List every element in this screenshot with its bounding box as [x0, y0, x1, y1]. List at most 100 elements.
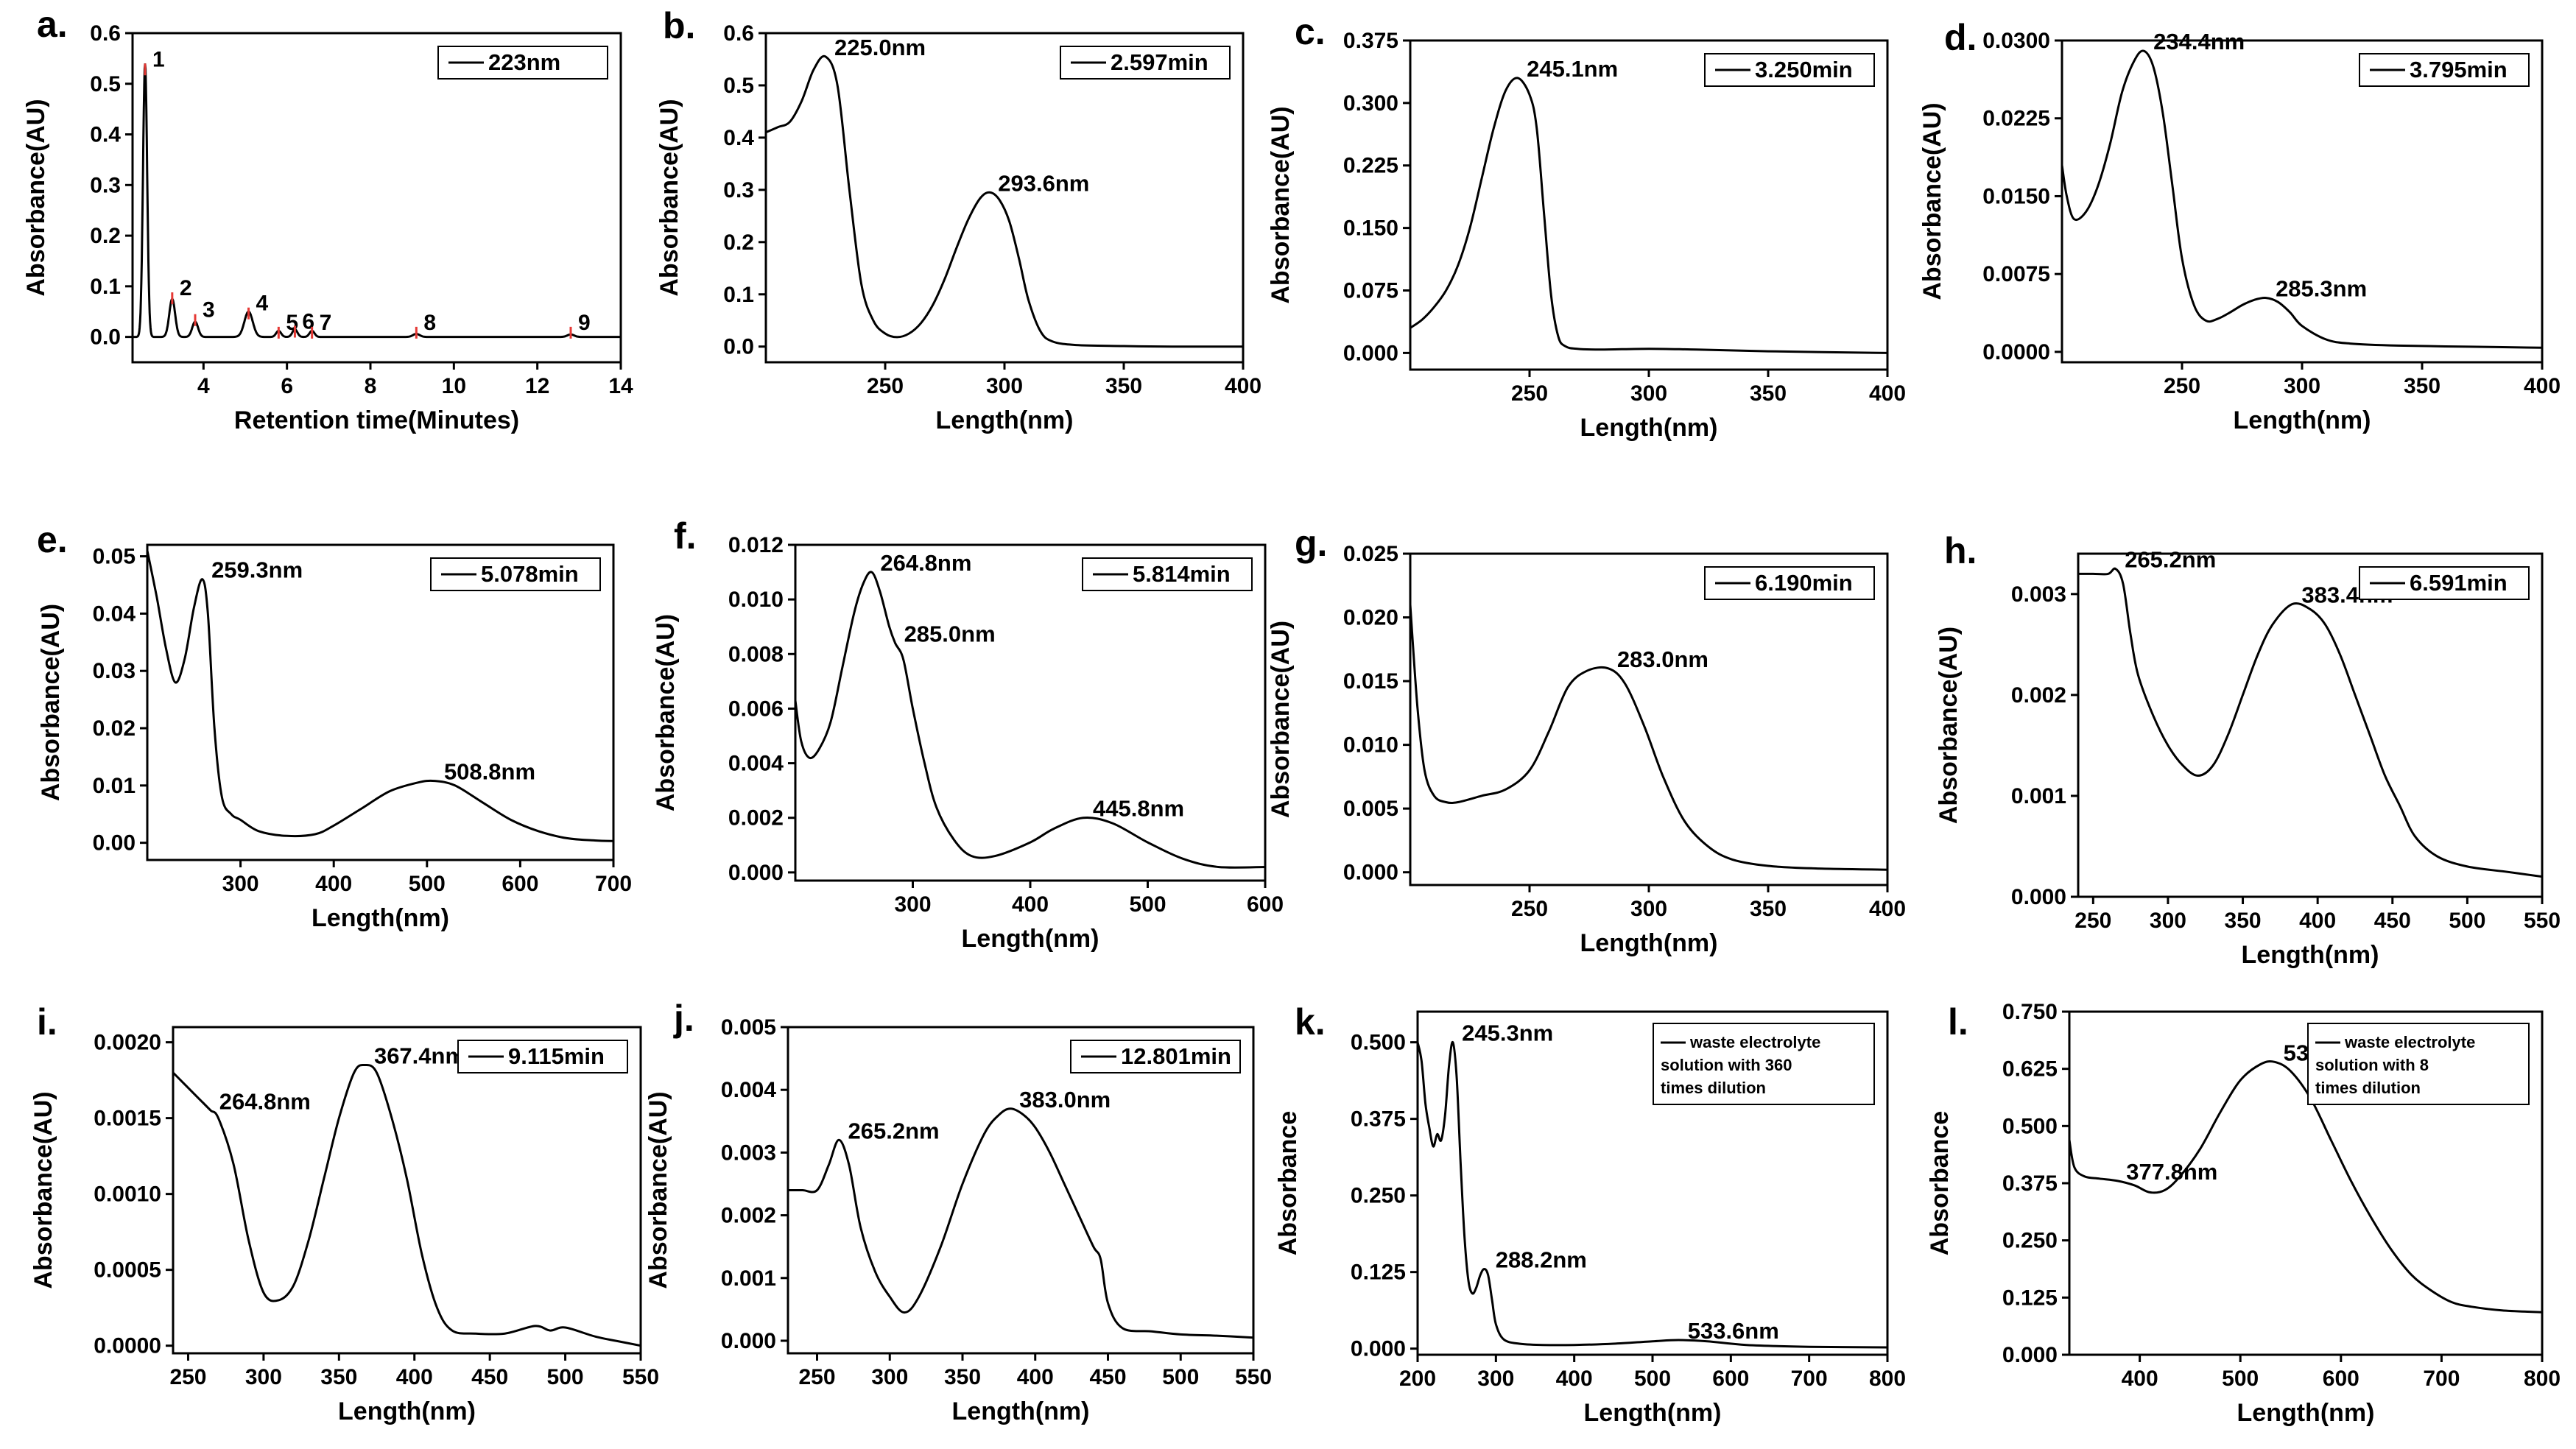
legend-label: 223nm — [488, 49, 560, 75]
x-tick-label: 250 — [1511, 897, 1548, 921]
y-tick-label: 0.5 — [90, 72, 121, 96]
x-axis-label: Retention time(Minutes) — [234, 406, 519, 434]
series-line — [1418, 1041, 1887, 1349]
plot-frame — [794, 543, 1267, 882]
x-tick-label: 500 — [1634, 1367, 1671, 1391]
y-tick-label: 0.000 — [2011, 885, 2066, 909]
x-tick-label: 500 — [409, 872, 446, 896]
x-tick-label: 500 — [1162, 1365, 1199, 1389]
x-tick-label: 500 — [2222, 1367, 2259, 1391]
x-tick-label: 700 — [1791, 1367, 1828, 1391]
x-tick-label: 800 — [1869, 1367, 1906, 1391]
y-tick-label: 0.0150 — [1982, 184, 2050, 208]
x-tick-label: 700 — [595, 872, 632, 896]
x-tick-label: 350 — [1750, 897, 1787, 921]
y-axis-label: Absorbance(AU) — [37, 604, 65, 801]
x-tick-label: 500 — [547, 1365, 584, 1389]
y-tick-label: 0.2 — [90, 224, 121, 248]
y-tick-label: 0.000 — [1343, 861, 1398, 885]
y-tick-label: 0.1 — [723, 283, 754, 307]
x-tick-label: 250 — [867, 374, 904, 398]
y-axis-label: Absorbance — [1926, 1111, 1954, 1256]
panel-b: b. 250 300 350 400 0.0 0.1 0.2 0.3 0.4 0.5 0.6 Lengt… — [655, 5, 1261, 434]
plot-frame — [1409, 552, 1889, 886]
peak-annotation: 383.0nm — [1019, 1087, 1111, 1113]
y-tick-label: 0.001 — [721, 1266, 776, 1291]
x-tick-label: 400 — [1869, 897, 1906, 921]
peak-annotation: 264.8nm — [219, 1088, 311, 1114]
x-axis-label: Length(nm) — [1584, 1399, 1722, 1427]
y-tick-label: 0.010 — [728, 588, 784, 612]
legend-label: 5.078min — [481, 561, 579, 587]
y-tick-label: 0.01 — [93, 774, 136, 798]
peak-annotation: 288.2nm — [1496, 1247, 1587, 1273]
y-tick-label: 0.3 — [90, 173, 121, 197]
y-tick-label: 0.2 — [723, 230, 754, 255]
x-tick-label: 400 — [1012, 892, 1049, 917]
y-axis-label: Absorbance — [1274, 1111, 1302, 1256]
legend-label: 6.591min — [2410, 570, 2508, 596]
y-tick-label: 0.4 — [90, 123, 121, 147]
legend-label: 3.250min — [1755, 57, 1853, 82]
x-tick-label: 300 — [222, 872, 259, 896]
peak-annotation: 377.8nm — [2126, 1159, 2217, 1185]
y-tick-label: 0.04 — [93, 602, 136, 626]
x-tick-label: 300 — [986, 374, 1023, 398]
panel-letter: e. — [37, 519, 68, 560]
y-tick-label: 0.00 — [93, 831, 136, 856]
y-tick-label: 0.300 — [1343, 91, 1398, 116]
x-tick-label: 4 — [197, 374, 210, 398]
x-tick-label: 400 — [2122, 1367, 2158, 1391]
x-tick-label: 700 — [2423, 1367, 2460, 1391]
peak-annotation: 265.2nm — [848, 1118, 940, 1143]
y-tick-label: 0.012 — [728, 533, 784, 557]
peak-number-label: 5 — [286, 311, 298, 335]
peak-number-label: 4 — [256, 292, 269, 316]
x-tick-label: 6 — [281, 374, 293, 398]
peak-number-label: 3 — [203, 298, 215, 322]
x-tick-label: 500 — [2449, 909, 2485, 933]
y-tick-label: 0.0 — [723, 335, 754, 359]
y-tick-label: 0.0000 — [94, 1334, 161, 1358]
x-tick-label: 550 — [1235, 1365, 1272, 1389]
y-tick-label: 0.015 — [1343, 669, 1398, 694]
y-tick-label: 0.000 — [1343, 341, 1398, 365]
x-tick-label: 300 — [2284, 374, 2320, 398]
x-tick-label: 350 — [2225, 909, 2262, 933]
peak-annotation: 508.8nm — [444, 759, 535, 785]
y-tick-label: 0.225 — [1343, 154, 1398, 178]
y-tick-label: 0.03 — [93, 659, 136, 683]
series-line — [795, 571, 1265, 869]
y-tick-label: 0.000 — [1351, 1337, 1406, 1361]
y-tick-label: 0.010 — [1343, 733, 1398, 758]
panel-letter: g. — [1295, 523, 1327, 564]
x-tick-label: 400 — [1225, 374, 1261, 398]
plot-frame — [2077, 552, 2544, 898]
x-tick-label: 8 — [365, 374, 377, 398]
y-tick-label: 0.0000 — [1982, 340, 2050, 364]
plot-frame — [131, 32, 622, 364]
y-tick-label: 0.500 — [1351, 1031, 1406, 1055]
x-tick-label: 550 — [2524, 909, 2561, 933]
plot-frame — [1409, 39, 1889, 371]
y-tick-label: 0.002 — [721, 1204, 776, 1228]
x-axis-label: Length(nm) — [312, 904, 449, 932]
x-tick-label: 400 — [2299, 909, 2336, 933]
panel-letter: b. — [663, 5, 695, 46]
legend-label: solution with 8 — [2315, 1056, 2429, 1074]
legend-label: waste electrolyte — [1689, 1033, 1820, 1051]
legend-label: 5.814min — [1133, 561, 1231, 587]
y-tick-label: 0.05 — [93, 545, 136, 569]
panel-c: c. 250 300 350 400 0.000 0.075 0.150 0.225 0.300 0… — [1267, 11, 1906, 442]
panel-letter: j. — [673, 998, 694, 1039]
y-axis-label: Absorbance(AU) — [1918, 102, 1946, 300]
plot-frame — [146, 543, 615, 861]
y-tick-label: 0.000 — [2002, 1343, 2058, 1367]
y-tick-label: 0.375 — [2002, 1171, 2058, 1196]
x-tick-label: 300 — [871, 1365, 908, 1389]
plot-frame — [786, 1026, 1255, 1355]
panel-letter: a. — [37, 4, 68, 45]
y-tick-label: 0.000 — [721, 1329, 776, 1353]
y-tick-label: 0.0015 — [94, 1107, 161, 1131]
legend-label: 2.597min — [1111, 49, 1208, 75]
